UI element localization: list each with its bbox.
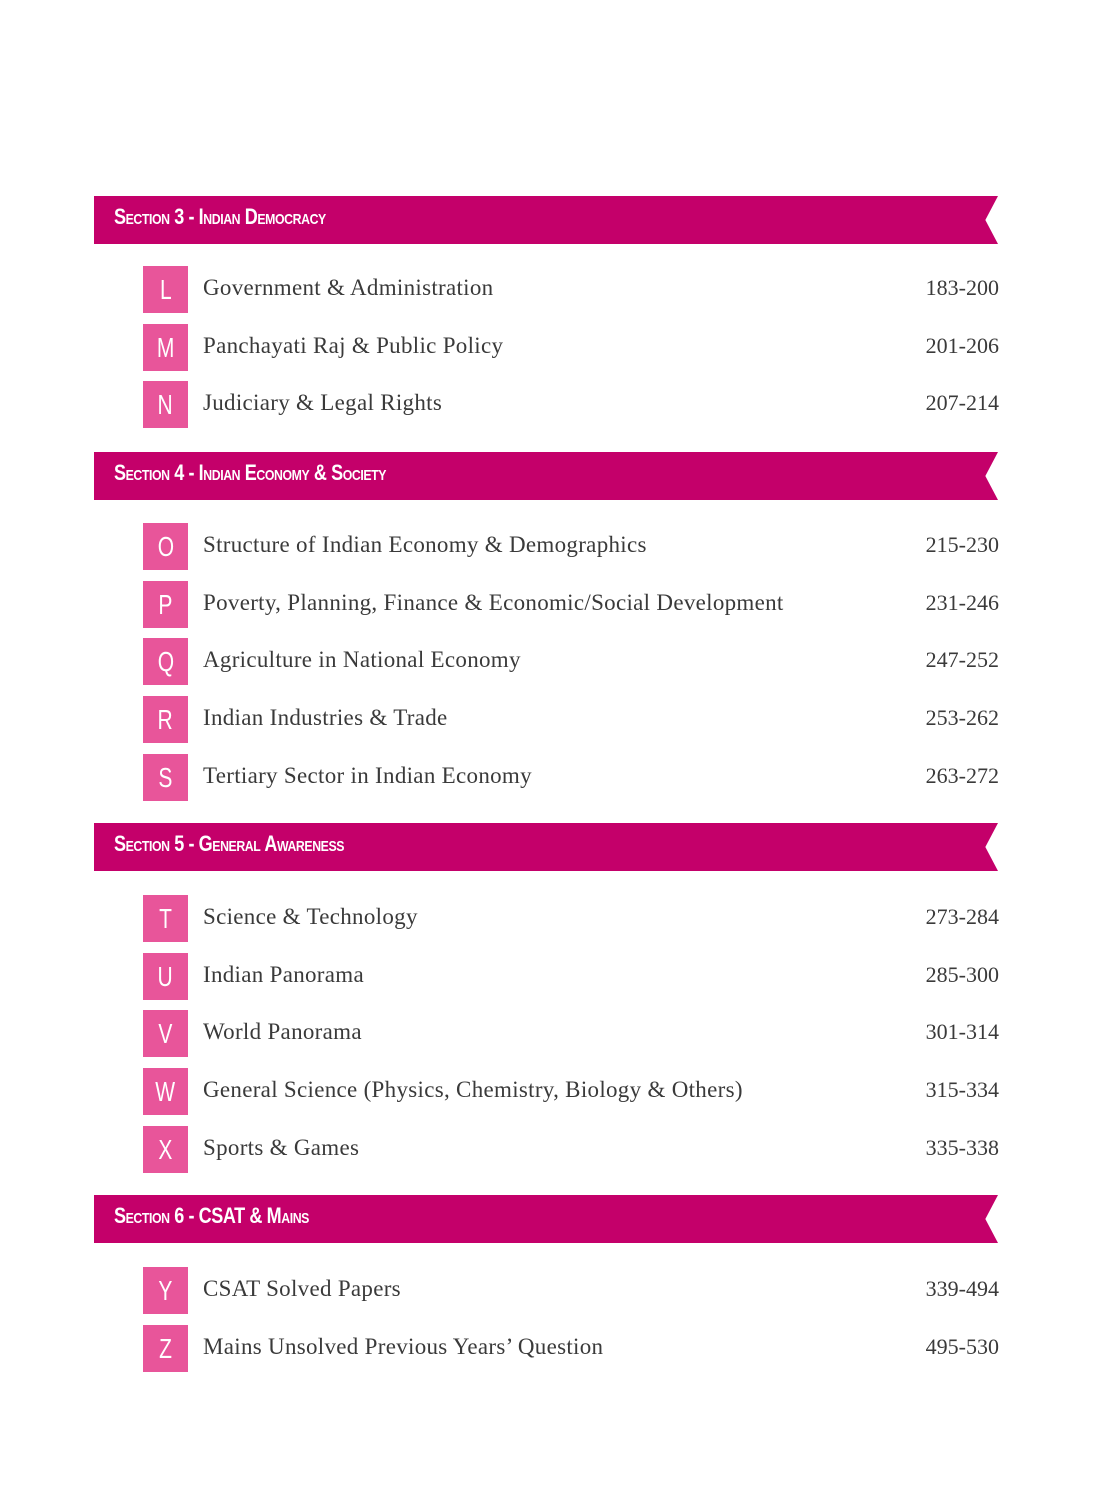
section-title: Section 3 - Indian Democracy: [114, 204, 326, 229]
chapter-row[interactable]: Z Mains Unsolved Previous Years’ Questio…: [143, 1325, 999, 1372]
chapter-letter-badge: U: [143, 953, 188, 1000]
chapter-letter-badge: W: [143, 1068, 188, 1115]
chapter-letter-badge: X: [143, 1126, 188, 1173]
chapter-title: Judiciary & Legal Rights: [203, 390, 443, 415]
chapter-letter-badge: Z: [143, 1325, 188, 1372]
section-header: Section 4 - Indian Economy & Society: [94, 452, 998, 500]
section-title: Section 5 - General Awareness: [114, 831, 345, 856]
chapter-title: Science & Technology: [203, 904, 418, 929]
chapter-row[interactable]: T Science & Technology 273-284: [143, 895, 999, 942]
chapter-letter-badge: M: [143, 324, 188, 371]
chapter-letter-badge: Q: [143, 638, 188, 685]
chapter-row[interactable]: L Government & Administration 183-200: [143, 266, 999, 313]
chapter-row[interactable]: X Sports & Games 335-338: [143, 1126, 999, 1173]
chapter-letter-badge: Y: [143, 1267, 188, 1314]
chapter-row[interactable]: P Poverty, Planning, Finance & Economic/…: [143, 581, 999, 628]
section-header: Section 6 - CSAT & Mains: [94, 1195, 998, 1243]
chapter-row[interactable]: O Structure of Indian Economy & Demograp…: [143, 523, 999, 570]
section-title: Section 4 - Indian Economy & Society: [114, 460, 387, 485]
chapter-letter-badge: L: [143, 266, 188, 313]
chapter-pages: 201-206: [925, 333, 999, 358]
chapter-title: World Panorama: [203, 1019, 362, 1044]
chapter-row[interactable]: Y CSAT Solved Papers 339-494: [143, 1267, 999, 1314]
chapter-row[interactable]: U Indian Panorama 285-300: [143, 953, 999, 1000]
chapter-letter-badge: R: [143, 696, 188, 743]
chapter-pages: 495-530: [925, 1334, 999, 1359]
chapter-letter-badge: P: [143, 581, 188, 628]
chapter-pages: 253-262: [925, 705, 999, 730]
chapter-pages: 339-494: [925, 1276, 999, 1301]
chapter-title: Mains Unsolved Previous Years’ Question: [203, 1334, 604, 1359]
chapter-letter-badge: O: [143, 523, 188, 570]
chapter-pages: 231-246: [925, 590, 999, 615]
chapter-pages: 315-334: [925, 1077, 999, 1102]
chapter-row[interactable]: V World Panorama 301-314: [143, 1010, 999, 1057]
chapter-title: Government & Administration: [203, 275, 494, 300]
chapter-letter-badge: N: [143, 381, 188, 428]
chapter-row[interactable]: Q Agriculture in National Economy 247-25…: [143, 638, 999, 685]
chapter-title: Tertiary Sector in Indian Economy: [203, 763, 532, 788]
section-header: Section 5 - General Awareness: [94, 823, 998, 871]
chapter-pages: 215-230: [925, 532, 999, 557]
chapter-row[interactable]: N Judiciary & Legal Rights 207-214: [143, 381, 999, 428]
chapter-row[interactable]: R Indian Industries & Trade 253-262: [143, 696, 999, 743]
chapter-letter-badge: S: [143, 754, 188, 801]
chapter-title: General Science (Physics, Chemistry, Bio…: [203, 1077, 743, 1102]
chapter-title: Structure of Indian Economy & Demographi…: [203, 532, 647, 557]
chapter-title: Sports & Games: [203, 1135, 360, 1160]
chapter-title: Indian Panorama: [203, 962, 364, 987]
chapter-pages: 301-314: [925, 1019, 999, 1044]
chapter-title: Indian Industries & Trade: [203, 705, 448, 730]
chapter-title: Panchayati Raj & Public Policy: [203, 333, 504, 358]
chapter-row[interactable]: M Panchayati Raj & Public Policy 201-206: [143, 324, 999, 371]
chapter-row[interactable]: W General Science (Physics, Chemistry, B…: [143, 1068, 999, 1115]
chapter-pages: 335-338: [925, 1135, 999, 1160]
chapter-letter-badge: T: [143, 895, 188, 942]
chapter-row[interactable]: S Tertiary Sector in Indian Economy 263-…: [143, 754, 999, 801]
chapter-pages: 207-214: [925, 390, 999, 415]
chapter-pages: 273-284: [925, 904, 999, 929]
chapter-title: Agriculture in National Economy: [203, 647, 521, 672]
chapter-title: CSAT Solved Papers: [203, 1276, 401, 1301]
chapter-title: Poverty, Planning, Finance & Economic/So…: [203, 590, 784, 615]
chapter-pages: 263-272: [925, 763, 999, 788]
chapter-pages: 183-200: [925, 275, 999, 300]
section-header: Section 3 - Indian Democracy: [94, 196, 998, 244]
chapter-pages: 247-252: [925, 647, 999, 672]
chapter-letter-badge: V: [143, 1010, 188, 1057]
chapter-pages: 285-300: [925, 962, 999, 987]
section-title: Section 6 - CSAT & Mains: [114, 1203, 309, 1228]
